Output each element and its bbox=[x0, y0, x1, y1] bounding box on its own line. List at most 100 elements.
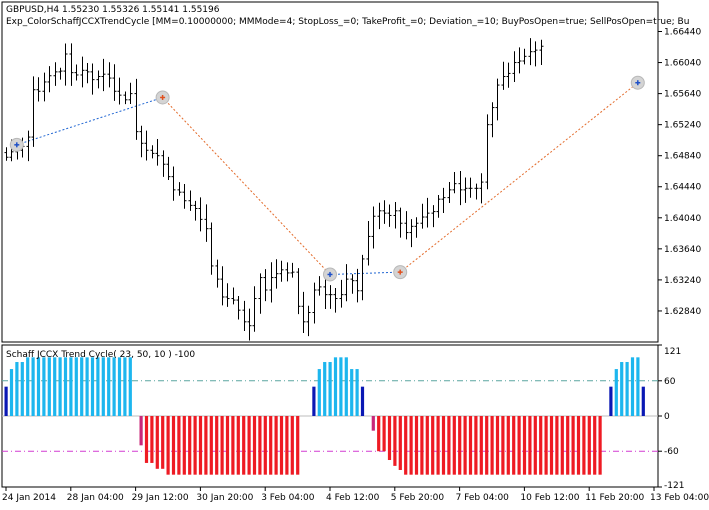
bear-bar bbox=[490, 416, 494, 475]
bull-bar bbox=[36, 357, 41, 416]
bull-bar bbox=[74, 357, 78, 416]
bear-bar bbox=[593, 416, 597, 475]
bear-bar bbox=[522, 416, 527, 475]
bull-bar bbox=[117, 357, 122, 416]
price-tick-label: 1.64040 bbox=[664, 214, 701, 224]
bear-bar bbox=[571, 416, 575, 475]
bull-bar bbox=[20, 362, 24, 416]
bull-bar bbox=[63, 357, 68, 416]
time-tick-label: 29 Jan 12:00 bbox=[132, 493, 189, 503]
time-axis: 24 Jan 2014 28 Jan 04:00 29 Jan 12:00 30 Ja… bbox=[2, 487, 709, 503]
bear-bar bbox=[382, 416, 386, 452]
bear-bar bbox=[549, 416, 554, 475]
bear-bar bbox=[247, 416, 251, 475]
bear-bar bbox=[463, 416, 467, 475]
bear-bar bbox=[171, 416, 176, 475]
time-tick-label: 5 Feb 20:00 bbox=[391, 493, 445, 503]
bull-bar bbox=[4, 386, 8, 416]
bear-bar bbox=[398, 416, 402, 470]
bull-bar bbox=[636, 357, 640, 416]
price-tick-label: 1.62840 bbox=[664, 307, 701, 317]
bear-bar bbox=[576, 416, 581, 475]
bull-bar bbox=[625, 362, 629, 416]
bear-bar bbox=[409, 416, 413, 475]
bull-bar bbox=[85, 357, 89, 416]
bear-bar bbox=[263, 416, 267, 475]
time-tick-label: 28 Jan 04:00 bbox=[67, 493, 124, 503]
bear-bar bbox=[501, 416, 505, 475]
bull-bar bbox=[630, 357, 635, 416]
bear-bar bbox=[387, 416, 392, 461]
indicator-tick-label: -121 bbox=[664, 481, 684, 491]
indicator-panel: Schaff JCCX Trend Cycle( 23, 50, 10 ) -1… bbox=[1, 344, 684, 491]
bull-bar bbox=[123, 357, 127, 416]
time-tick-label: 3 Feb 04:00 bbox=[261, 493, 315, 503]
bear-bar bbox=[506, 416, 510, 475]
bear-bar bbox=[209, 416, 213, 475]
bull-bar bbox=[620, 362, 624, 416]
bear-bar bbox=[166, 416, 170, 475]
bull-bar bbox=[355, 369, 359, 416]
bear-bar bbox=[452, 416, 456, 475]
trade-signals bbox=[9, 75, 645, 282]
price-tick-label: 1.65640 bbox=[664, 90, 701, 100]
bull-bar bbox=[328, 362, 332, 416]
price-tick-label: 1.66040 bbox=[664, 59, 701, 69]
bear-bar bbox=[495, 416, 500, 475]
bull-bar bbox=[641, 386, 645, 416]
bull-bar bbox=[333, 357, 338, 416]
indicator-tick-label: -60 bbox=[664, 447, 679, 457]
indicator-tick-label: 60 bbox=[664, 377, 676, 387]
bear-bar bbox=[393, 416, 397, 466]
time-tick-label: 30 Jan 20:00 bbox=[196, 493, 253, 503]
time-tick-label: 11 Feb 20:00 bbox=[585, 493, 644, 503]
symbol-header: GBPUSD,H4 1.55230 1.55326 1.55141 1.5519… bbox=[6, 5, 220, 15]
time-tick-label: 10 Feb 12:00 bbox=[520, 493, 579, 503]
price-tick-label: 1.65240 bbox=[664, 121, 701, 131]
bear-bar bbox=[220, 416, 224, 475]
bear-bar bbox=[155, 416, 159, 469]
bear-bar bbox=[182, 416, 186, 475]
bull-bar bbox=[9, 369, 14, 416]
bull-bar bbox=[101, 357, 105, 416]
bull-bar bbox=[31, 357, 35, 416]
bear-bar bbox=[598, 416, 602, 475]
bear-bar bbox=[371, 416, 375, 431]
bear-bar bbox=[236, 416, 240, 475]
bear-bar bbox=[258, 416, 262, 475]
bear-bar bbox=[566, 416, 570, 475]
bull-bar bbox=[128, 357, 132, 416]
bear-bar bbox=[468, 416, 473, 475]
bull-bar bbox=[90, 357, 95, 416]
bull-bar bbox=[15, 362, 19, 416]
bear-bar bbox=[528, 416, 532, 475]
time-tick-label: 7 Feb 04:00 bbox=[456, 493, 510, 503]
bear-bar bbox=[539, 416, 543, 475]
sell-trade-link bbox=[399, 82, 639, 273]
bear-bar bbox=[458, 416, 462, 475]
bear-bar bbox=[177, 416, 181, 475]
bear-bar bbox=[533, 416, 537, 475]
bear-bar bbox=[474, 416, 478, 475]
bear-bar bbox=[269, 416, 273, 475]
price-axis: 1.66440 1.66040 1.65640 1.65240 1.64840 1.644… bbox=[658, 27, 701, 317]
indicator-title: Schaff JCCX Trend Cycle( 23, 50, 10 ) -1… bbox=[6, 350, 195, 360]
bear-bar bbox=[517, 416, 521, 475]
bear-bar bbox=[512, 416, 516, 475]
price-tick-label: 1.63240 bbox=[664, 276, 701, 286]
price-tick-label: 1.64440 bbox=[664, 183, 701, 193]
bear-bar bbox=[404, 416, 408, 475]
bear-bar bbox=[204, 416, 208, 475]
bear-bar bbox=[139, 416, 143, 446]
bull-bar bbox=[323, 362, 327, 416]
bear-bar bbox=[555, 416, 559, 475]
bull-bar bbox=[80, 357, 84, 416]
bull-bar bbox=[69, 357, 73, 416]
bull-bar bbox=[312, 386, 316, 416]
bear-bar bbox=[144, 416, 149, 463]
bear-bar bbox=[296, 416, 300, 475]
signal-links bbox=[16, 82, 639, 275]
bear-bar bbox=[582, 416, 586, 475]
